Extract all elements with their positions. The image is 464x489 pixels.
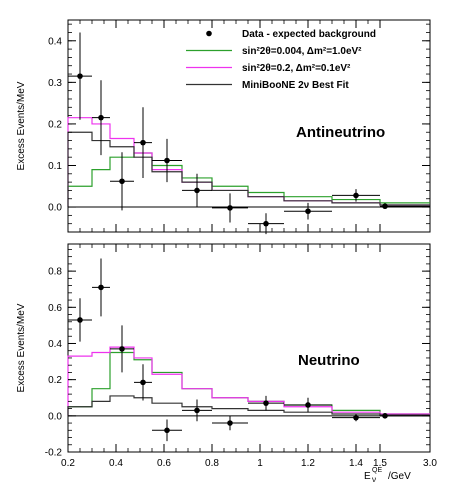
- histogram-series-3: [67, 131, 430, 208]
- x-tick-label: 0.6: [157, 458, 171, 469]
- data-point: [182, 173, 212, 208]
- x-tick-label: 1.2: [301, 458, 315, 469]
- data-point: [284, 202, 332, 220]
- data-point: [68, 32, 92, 120]
- data-point: [110, 152, 134, 211]
- plot-frame-neutrino: [67, 243, 431, 453]
- y-tick-label: 0.4: [48, 339, 62, 350]
- x-tick-label: 0.2: [61, 458, 75, 469]
- data-point: [110, 325, 134, 373]
- panel-antineutrino: 0.0 0.1 0.2 0.3 0.4 Excess Events/MeV Antine…: [16, 19, 431, 235]
- legend-entry-1: Data - expected background: [206, 29, 376, 40]
- y-tick-label: 0.6: [48, 303, 62, 314]
- data-point: [380, 413, 430, 419]
- data-point: [68, 298, 92, 342]
- y-tick-label: 0.2: [48, 375, 62, 386]
- data-point: [212, 193, 248, 223]
- y-tick-label: 0.1: [48, 161, 62, 172]
- legend: Data - expected background sin²2θ=0.004, …: [186, 29, 376, 91]
- data-point: [134, 107, 152, 178]
- legend-label: sin²2θ=0.004, Δm²=1.0eV²: [242, 46, 362, 57]
- data-point: [152, 419, 182, 442]
- x-axis-label-subscript: ν: [372, 475, 376, 484]
- data-point: [332, 189, 380, 202]
- x-axis-label-superscript: QE: [372, 467, 382, 474]
- data-point: [380, 203, 430, 210]
- y-tick-label: -0.2: [45, 448, 63, 459]
- data-point: [134, 364, 152, 401]
- panel-neutrino: -0.2 0.0 0.2 0.4 0.6 0.8 0.2 0.4 0.6 0.8 1 1.2 1.4 1…: [16, 243, 437, 469]
- legend-label: Data - expected background: [242, 29, 376, 40]
- legend-label: sin²2θ=0.2, Δm²=0.1eV²: [242, 63, 351, 74]
- data-point: [284, 397, 332, 413]
- x-tick-label: 1.4: [349, 458, 363, 469]
- histogram-series-2: [67, 346, 430, 416]
- x-axis-label-base: E: [364, 471, 371, 482]
- x-tick-label: 0.8: [205, 458, 219, 469]
- x-tick-label: 1: [257, 458, 263, 469]
- y-tick-label: 0.4: [48, 36, 62, 47]
- histogram-series-3: [67, 395, 430, 416]
- y-axis-label-antineutrino: Excess Events/MeV: [16, 81, 27, 170]
- data-point: [212, 415, 248, 431]
- y-tick-label: 0.0: [48, 411, 62, 422]
- y-axis-label-neutrino: Excess Events/MeV: [16, 303, 27, 392]
- legend-entry-2: sin²2θ=0.004, Δm²=1.0eV²: [186, 46, 362, 57]
- y-tick-label: 0.3: [48, 78, 62, 89]
- legend-entry-4: MiniBooNE 2ν Best Fit: [186, 80, 349, 91]
- y-tick-label: 0.2: [48, 119, 62, 130]
- legend-label: MiniBooNE 2ν Best Fit: [242, 80, 349, 91]
- data-point: [152, 138, 182, 183]
- panel-label-neutrino: Neutrino: [298, 352, 360, 369]
- legend-entry-3: sin²2θ=0.2, Δm²=0.1eV²: [186, 63, 351, 74]
- y-tick-label: 0.0: [48, 203, 62, 214]
- data-point: [92, 258, 110, 317]
- x-tick-label: 1.5: [373, 458, 387, 469]
- data-point: [332, 414, 380, 422]
- data-point: [248, 395, 284, 411]
- data-point: [92, 80, 110, 156]
- y-tick-label: 0.8: [48, 267, 62, 278]
- x-axis-label: E QE ν /GeV: [364, 467, 411, 484]
- x-axis-label-unit: /GeV: [388, 471, 411, 482]
- data-point: [182, 399, 212, 422]
- x-tick-label: 3.0: [423, 458, 437, 469]
- panel-label-antineutrino: Antineutrino: [296, 124, 385, 141]
- x-tick-label: 0.4: [109, 458, 123, 469]
- data-point: [248, 213, 284, 235]
